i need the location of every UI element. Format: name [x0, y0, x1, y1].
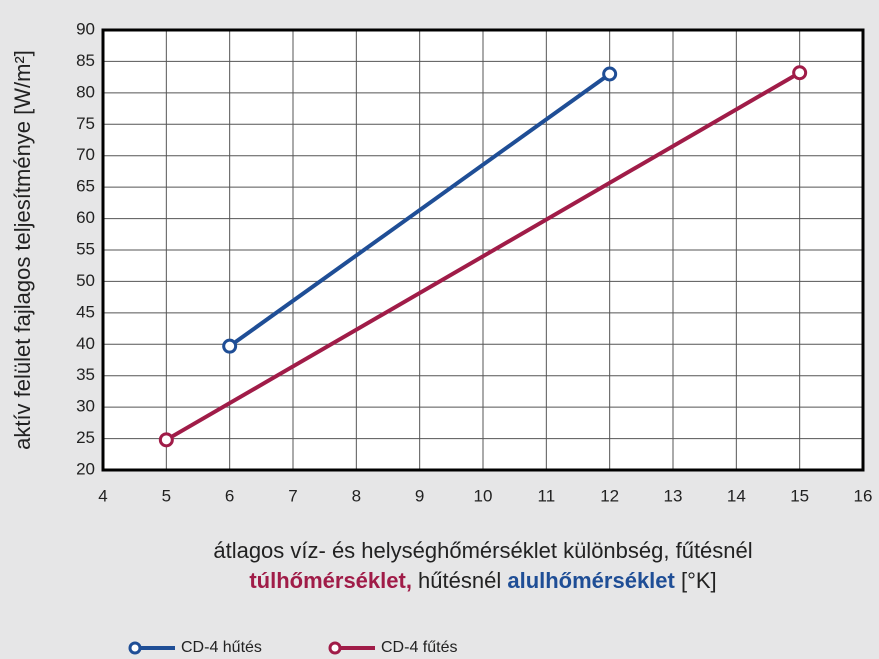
point — [602, 66, 618, 82]
y-axis-label: aktív felület fajlagos teljesítménye [W/… — [10, 50, 35, 450]
x-tick-label: 16 — [854, 486, 873, 505]
series-line — [165, 71, 801, 442]
x-tick-label: 10 — [474, 486, 493, 505]
y-tick-label: 80 — [76, 82, 95, 101]
y-tick-label: 25 — [76, 428, 95, 447]
x-axis-label-part: túlhőmérséklet, — [249, 568, 412, 593]
legend-label: CD-4 hűtés — [181, 639, 262, 656]
series-line — [228, 72, 611, 348]
y-tick-label: 35 — [76, 365, 95, 384]
y-tick-label: 65 — [76, 177, 95, 196]
y-tick-label: 85 — [76, 51, 95, 70]
x-tick-label: 6 — [225, 486, 234, 505]
y-tick-label: 55 — [76, 239, 95, 258]
x-tick-label: 15 — [790, 486, 809, 505]
x-tick-label: 14 — [727, 486, 746, 505]
y-tick-label: 75 — [76, 114, 95, 133]
x-tick-label: 5 — [162, 486, 171, 505]
y-tick-label: 90 — [76, 19, 95, 38]
x-tick-label: 9 — [415, 486, 424, 505]
y-tick-label: 30 — [76, 397, 95, 416]
x-axis-label: átlagos víz- és helységhőmérséklet külön… — [213, 538, 752, 563]
point — [158, 432, 174, 448]
legend-label: CD-4 fűtés — [381, 639, 457, 656]
x-axis-label-part: hűtésnél — [412, 568, 507, 593]
legend-marker — [128, 641, 142, 655]
point — [222, 338, 238, 354]
x-tick-label: 7 — [288, 486, 297, 505]
y-tick-label: 45 — [76, 302, 95, 321]
y-tick-label: 50 — [76, 271, 95, 290]
y-tick-label: 70 — [76, 145, 95, 164]
x-axis-label-line2: túlhőmérséklet, hűtésnél alulhőmérséklet… — [249, 568, 716, 593]
x-tick-label: 12 — [600, 486, 619, 505]
x-tick-label: 11 — [538, 486, 556, 505]
y-tick-label: 40 — [76, 334, 95, 353]
legend-marker — [328, 641, 342, 655]
x-tick-label: 4 — [98, 486, 107, 505]
y-tick-label: 60 — [76, 208, 95, 227]
plot-border — [101, 28, 865, 472]
point — [792, 65, 808, 81]
x-tick-label: 8 — [352, 486, 361, 505]
y-tick-label: 20 — [76, 459, 95, 478]
x-axis-label-part: alulhőmérséklet — [507, 568, 675, 593]
x-tick-label: 13 — [664, 486, 683, 505]
x-axis-label-part: [°K] — [675, 568, 717, 593]
